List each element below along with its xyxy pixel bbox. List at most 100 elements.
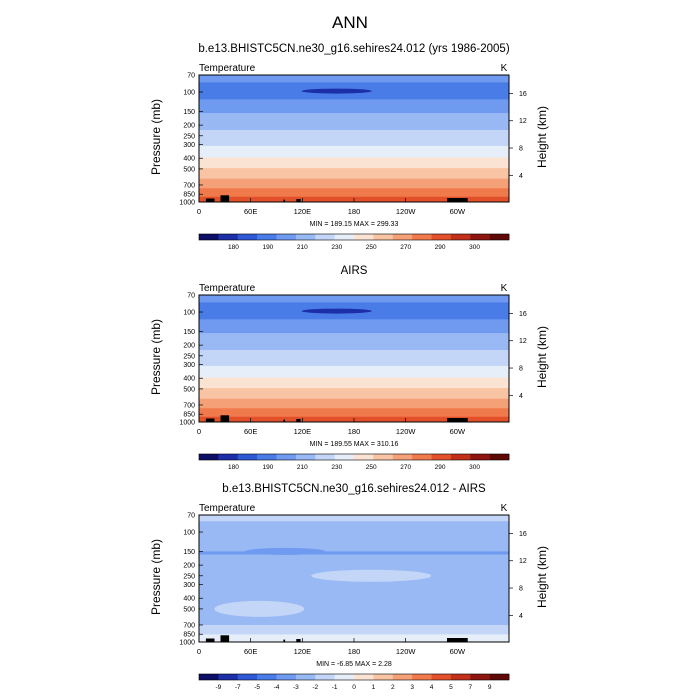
y-tick-label: 300 xyxy=(183,582,195,589)
field-band xyxy=(199,305,509,308)
panel-difference: b.e13.BHISTC5CN.ne30_g16.sehires24.012 -… xyxy=(149,483,549,691)
field-band xyxy=(199,412,509,414)
field-band xyxy=(199,149,509,151)
warm-anomaly xyxy=(214,600,305,617)
field-band xyxy=(199,325,509,328)
field-band xyxy=(199,127,509,130)
field-band xyxy=(199,125,509,128)
field-band xyxy=(199,169,509,171)
field-band xyxy=(199,298,509,300)
field-band xyxy=(199,150,509,152)
colorbar-label: 4 xyxy=(430,684,434,691)
field-band xyxy=(199,312,509,315)
y-tick-label: 700 xyxy=(183,402,195,409)
field-band xyxy=(199,372,509,374)
field-band xyxy=(199,350,509,352)
field-band xyxy=(199,142,509,145)
field-band xyxy=(199,378,509,381)
field-band xyxy=(199,409,509,411)
field-band xyxy=(199,186,509,188)
field-band xyxy=(199,401,509,404)
field-band xyxy=(199,193,509,195)
x-tick-label: 60W xyxy=(450,427,466,436)
field-band xyxy=(199,114,509,116)
y2-tick-label: 8 xyxy=(519,146,523,153)
field-band xyxy=(199,329,509,332)
field-band xyxy=(199,304,509,306)
field-band xyxy=(199,143,509,146)
field-band xyxy=(199,192,509,194)
field-band xyxy=(199,141,509,144)
colorbar-swatch xyxy=(257,234,277,240)
field-band xyxy=(199,369,509,371)
y-tick-label: 200 xyxy=(183,563,195,570)
colorbar-label: 210 xyxy=(297,464,308,471)
field-band xyxy=(199,368,509,370)
x-tick-label: 120W xyxy=(396,647,417,656)
y2-tick-label: 12 xyxy=(519,558,527,565)
field-band xyxy=(199,352,509,354)
colorbar-swatch xyxy=(199,234,219,240)
field-band xyxy=(199,407,509,409)
topography xyxy=(205,638,215,642)
field-band xyxy=(199,322,509,324)
colorbar: -9 -7 -5 -4 -3 -2 -1 0 1 2 3 4 5 7 9 xyxy=(198,673,510,691)
field-band xyxy=(199,333,509,335)
field-band xyxy=(199,319,509,321)
colorbar-label: 250 xyxy=(366,244,377,251)
field-band xyxy=(199,137,509,139)
field-band xyxy=(199,135,509,137)
field-band xyxy=(199,335,509,337)
field-band xyxy=(199,172,509,174)
x-tick-label: 180 xyxy=(348,207,361,216)
y2-tick-label: 16 xyxy=(519,311,527,318)
y-tick-label: 250 xyxy=(183,353,195,360)
field-band xyxy=(199,154,509,156)
field-band xyxy=(199,299,509,301)
field-band xyxy=(199,152,509,154)
field-band xyxy=(199,363,509,366)
x-tick-label: 180 xyxy=(348,427,361,436)
field-band xyxy=(199,347,509,350)
field-band xyxy=(199,362,509,365)
colorbar-swatch xyxy=(237,674,258,680)
colorbar-label: 9 xyxy=(488,684,492,691)
colorbar-swatch xyxy=(450,454,471,460)
field-band xyxy=(199,328,509,331)
panel-left-label: Temperature xyxy=(199,63,256,74)
field-band xyxy=(199,376,509,378)
y-tick-label: 150 xyxy=(183,109,195,116)
field-band xyxy=(199,117,509,119)
field-band xyxy=(199,386,509,388)
colorbar-swatch xyxy=(392,234,413,240)
field-band xyxy=(199,161,509,164)
field-band xyxy=(199,324,509,327)
field-band xyxy=(199,99,509,101)
field-band xyxy=(199,332,509,334)
cold-core xyxy=(301,88,372,94)
colorbar-label: 5 xyxy=(449,684,453,691)
field-band xyxy=(199,171,509,173)
y-tick-label: 850 xyxy=(183,412,195,419)
topography xyxy=(296,419,301,422)
y-tick-label: 850 xyxy=(183,192,195,199)
field-band xyxy=(199,334,509,336)
field-band xyxy=(199,301,509,303)
field-band xyxy=(199,132,509,134)
y-tick-label: 100 xyxy=(183,90,195,97)
colorbar-swatch xyxy=(276,454,297,460)
field-band xyxy=(199,104,509,107)
field-band xyxy=(199,390,509,392)
colorbar-label: 210 xyxy=(297,244,308,251)
colorbar-label: 0 xyxy=(352,684,356,691)
field-band xyxy=(199,173,509,175)
y-tick-label: 850 xyxy=(183,632,195,639)
colorbar-swatch xyxy=(295,674,316,680)
colorbar-label: 190 xyxy=(262,464,273,471)
field-band xyxy=(199,133,509,135)
field-band xyxy=(199,82,509,84)
panel-right-label: K xyxy=(501,63,508,74)
field-band xyxy=(199,101,509,103)
cold-core xyxy=(301,308,372,314)
colorbar-label: 270 xyxy=(400,464,411,471)
